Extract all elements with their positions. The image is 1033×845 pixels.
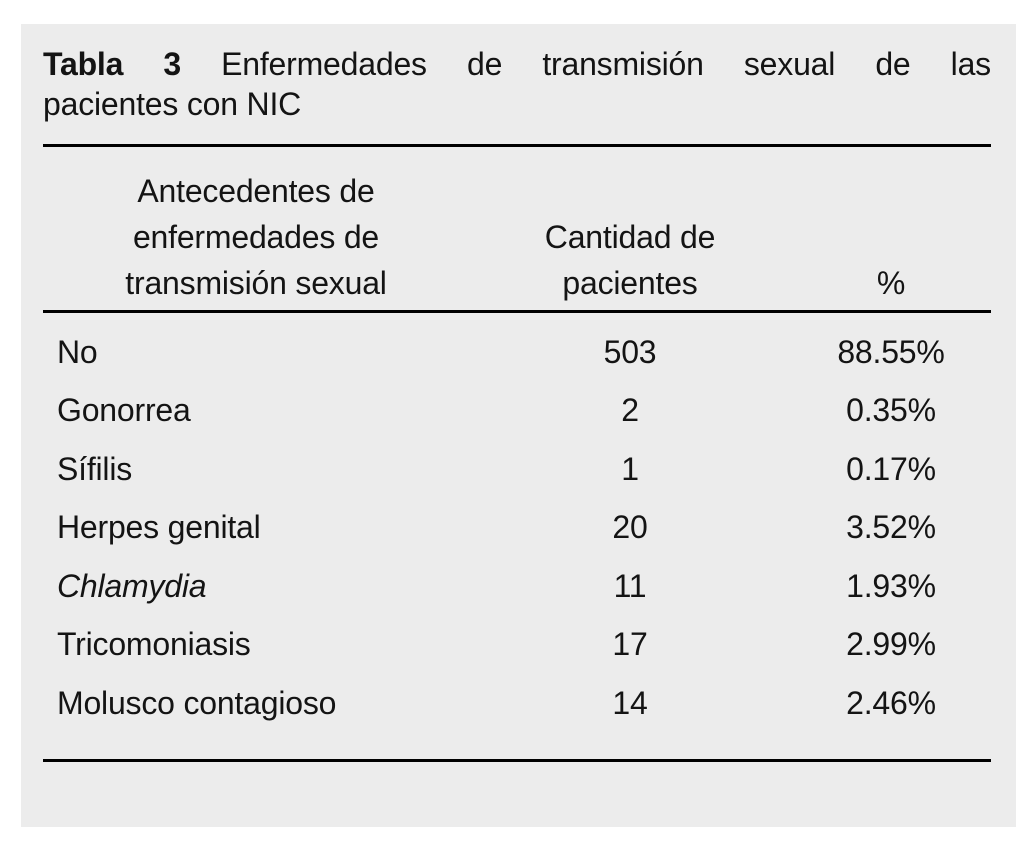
table-body: No 503 88.55% Gonorrea 2 0.35% Sífilis 1…: [43, 313, 991, 733]
header-antecedentes: Antecedentes de enfermedades de transmis…: [43, 168, 469, 306]
row-label: Herpes genital: [57, 509, 261, 546]
table-number-label: Tabla 3: [43, 46, 181, 82]
row-percent: 0.35%: [846, 392, 936, 429]
bottom-rule: [43, 758, 991, 762]
row-label: Sífilis: [57, 450, 133, 487]
row-percent: 2.46%: [846, 684, 936, 721]
row-count: 20: [612, 509, 648, 546]
row-percent: 2.99%: [846, 626, 936, 663]
top-rule: [43, 144, 991, 147]
header-antecedentes-line-2: enfermedades de: [132, 219, 380, 255]
row-count: 1: [621, 450, 639, 487]
row-label: Chlamydia: [57, 567, 207, 604]
row-count: 14: [612, 684, 648, 721]
header-cantidad: Cantidad de pacientes: [469, 214, 791, 306]
row-percent: 88.55%: [837, 333, 945, 370]
row-percent: 0.17%: [846, 450, 936, 487]
table-header-row: Antecedentes de enfermedades de transmis…: [43, 147, 991, 310]
table-row: Molusco contagioso 14 2.46%: [43, 674, 991, 733]
row-percent: 3.52%: [846, 509, 936, 546]
table-panel: Tabla 3 Enfermedades de transmisión sexu…: [21, 24, 1016, 827]
header-cantidad-line-2: pacientes: [562, 265, 698, 301]
header-antecedentes-line-3: transmisión sexual: [125, 265, 387, 301]
row-count: 11: [613, 567, 647, 604]
table-row: Chlamydia 11 1.93%: [43, 557, 991, 616]
caption-line-2: pacientes con NIC: [43, 86, 302, 122]
table-row: Sífilis 1 0.17%: [43, 440, 991, 499]
table-row: Herpes genital 20 3.52%: [43, 499, 991, 558]
header-percent-label: %: [876, 265, 906, 301]
header-percent: %: [791, 260, 991, 306]
caption-line-1: Tabla 3 Enfermedades de transmisión sexu…: [43, 44, 991, 84]
header-antecedentes-line-1: Antecedentes de: [137, 173, 375, 209]
header-rule: [43, 310, 991, 313]
table-row: Gonorrea 2 0.35%: [43, 382, 991, 441]
table-row: No 503 88.55%: [43, 323, 991, 382]
table-row: Tricomoniasis 17 2.99%: [43, 616, 991, 675]
row-label: Molusco contagioso: [57, 684, 337, 721]
row-count: 17: [612, 626, 648, 663]
table-caption: Tabla 3 Enfermedades de transmisión sexu…: [43, 24, 991, 124]
row-count: 503: [603, 333, 657, 370]
row-count: 2: [621, 392, 639, 429]
row-label: Tricomoniasis: [57, 626, 251, 663]
header-cantidad-line-1: Cantidad de: [544, 219, 716, 255]
caption-text: Enfermedades de transmisión sexual de la…: [221, 46, 991, 82]
row-label: No: [57, 333, 98, 370]
row-label: Gonorrea: [57, 392, 191, 429]
row-percent: 1.93%: [846, 567, 936, 604]
